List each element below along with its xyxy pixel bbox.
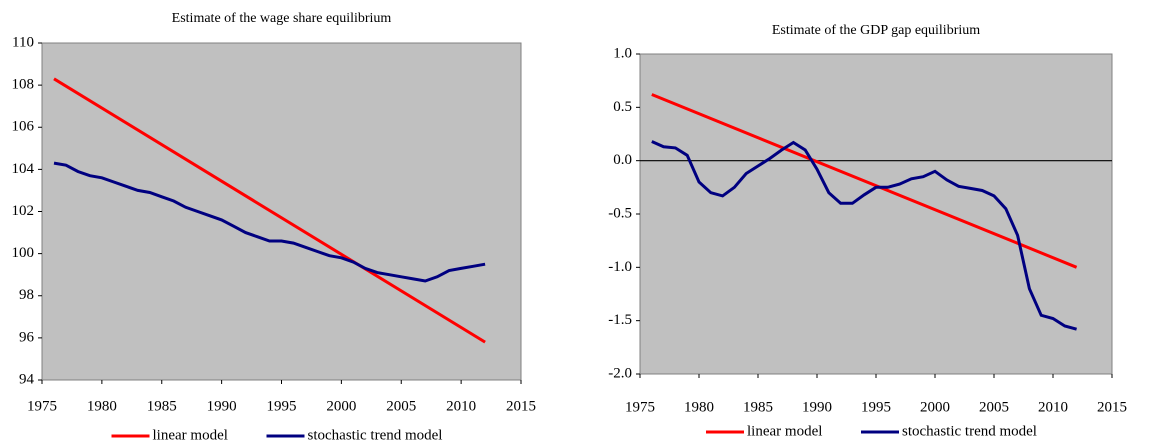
x-tick-label: 2015 [506,398,536,414]
data-line [53,161,486,283]
y-tick-label: 108 [12,77,35,93]
legend-label: linear model [153,427,228,443]
data-line [651,140,1077,331]
x-tick-label: 2015 [1097,399,1127,415]
y-tick-label: 98 [19,287,34,303]
y-tick-label: 96 [19,329,35,345]
y-tick-label: 0.5 [613,99,632,115]
y-tick-label: 104 [12,161,35,177]
y-tick-label: -1.0 [608,259,632,275]
plot-area [41,42,522,381]
y-tick-label: -2.0 [608,365,632,381]
y-tick-label: 0.0 [613,152,632,168]
x-tick-label: 1995 [861,399,891,415]
x-tick-label: 1990 [802,399,832,415]
legend-label: stochastic trend model [308,427,443,443]
chart-title: Estimate of the GDP gap equilibrium [772,23,980,38]
legend-label: linear model [747,423,822,439]
x-tick-label: 2010 [446,398,476,414]
x-tick-label: 1985 [743,399,773,415]
y-tick-label: 94 [19,371,35,387]
y-tick-label: 100 [12,245,35,261]
x-tick-label: 1995 [267,398,297,414]
y-tick-label: -1.5 [608,312,632,328]
y-tick-label: -0.5 [608,205,632,221]
x-tick-label: 1975 [27,398,57,414]
x-tick-label: 1980 [87,398,117,414]
x-tick-label: 1980 [684,399,714,415]
x-tick-label: 1990 [207,398,237,414]
x-tick-label: 1975 [625,399,655,415]
chart-title: Estimate of the wage share equilibrium [172,11,392,26]
y-tick-label: 102 [12,203,35,219]
x-tick-label: 2000 [920,399,950,415]
x-tick-label: 1985 [147,398,177,414]
plot-area [639,53,1113,375]
x-tick-label: 2005 [979,399,1009,415]
x-tick-label: 2010 [1038,399,1068,415]
y-tick-label: 110 [12,34,34,50]
x-tick-label: 2000 [326,398,356,414]
data-line [53,77,486,344]
legend-label: stochastic trend model [902,423,1037,439]
y-tick-label: 106 [12,119,35,135]
data-line [651,93,1078,269]
y-tick-label: 1.0 [613,45,632,61]
x-tick-label: 2005 [386,398,416,414]
